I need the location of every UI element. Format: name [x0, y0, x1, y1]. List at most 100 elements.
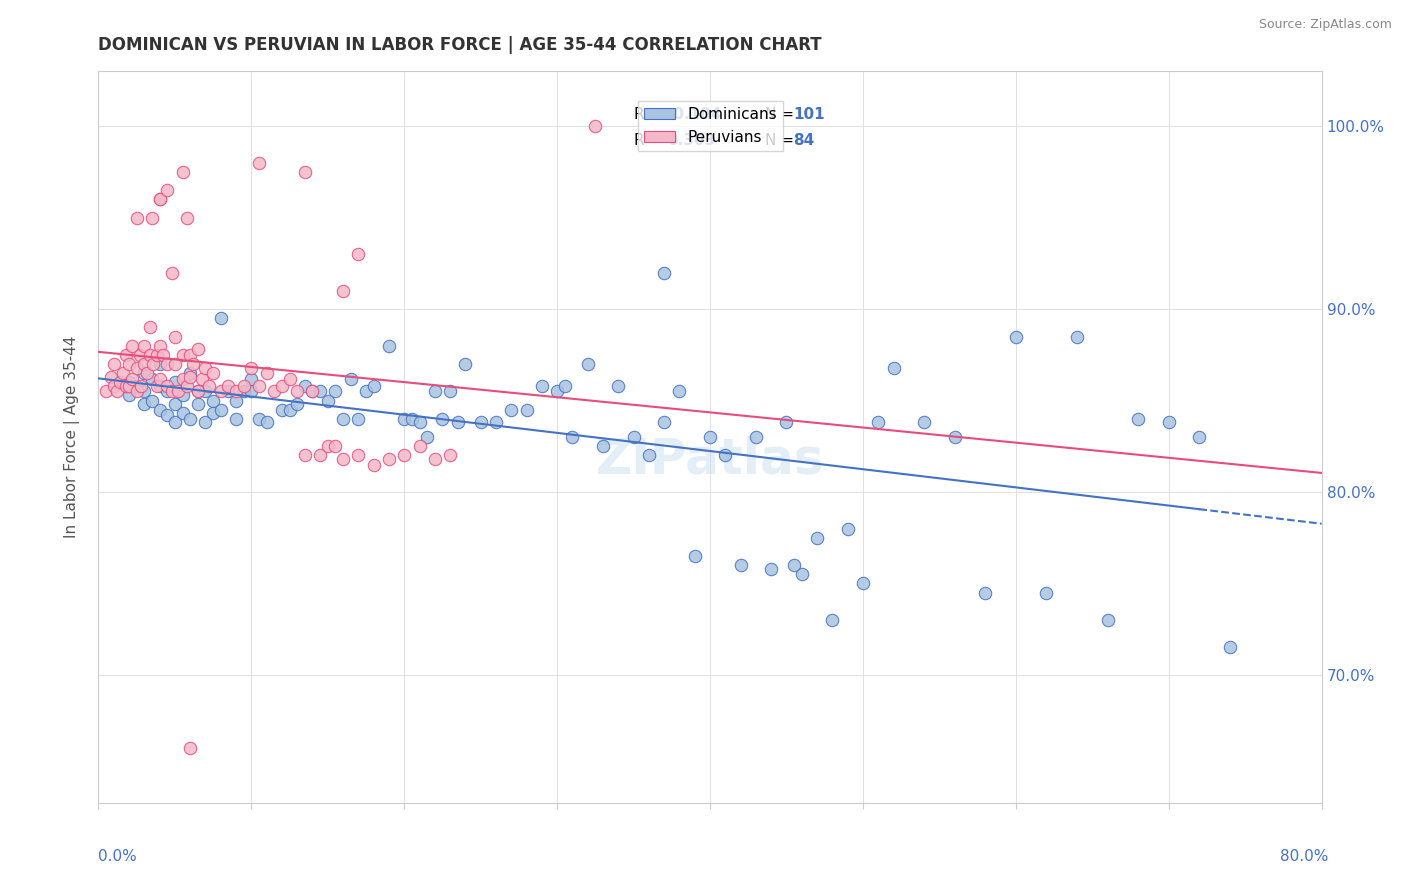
- Point: [240, 384, 263, 399]
- Text: N =: N =: [765, 107, 799, 122]
- Point: [637, 448, 661, 462]
- Point: [111, 366, 134, 380]
- Point: [652, 265, 675, 279]
- Point: [125, 379, 148, 393]
- Point: [163, 329, 186, 343]
- Point: [401, 411, 423, 425]
- Point: [546, 384, 568, 399]
- Point: [103, 357, 125, 371]
- Point: [943, 430, 966, 444]
- Point: [974, 585, 997, 599]
- Point: [197, 379, 219, 393]
- Point: [1066, 329, 1088, 343]
- Point: [554, 379, 576, 393]
- Point: [583, 119, 606, 133]
- Point: [1128, 411, 1150, 425]
- Point: [149, 192, 172, 206]
- Point: [118, 357, 141, 371]
- Point: [194, 384, 217, 399]
- Point: [187, 397, 209, 411]
- Point: [105, 384, 128, 399]
- Text: 84: 84: [793, 133, 814, 147]
- Point: [149, 357, 172, 371]
- Point: [759, 562, 782, 576]
- Point: [623, 430, 645, 444]
- Point: [103, 379, 125, 393]
- Point: [160, 265, 183, 279]
- Point: [134, 338, 156, 352]
- Point: [347, 448, 370, 462]
- Point: [270, 402, 292, 417]
- Point: [378, 338, 401, 352]
- Text: 80.0%: 80.0%: [1281, 849, 1329, 863]
- Point: [134, 357, 156, 371]
- Point: [240, 360, 263, 375]
- Point: [301, 384, 323, 399]
- Point: [294, 165, 316, 179]
- Point: [179, 369, 201, 384]
- Legend: Dominicans, Peruvians: Dominicans, Peruvians: [638, 101, 783, 151]
- Text: R =: R =: [634, 133, 668, 147]
- Point: [156, 408, 179, 422]
- Point: [145, 348, 167, 362]
- Point: [172, 165, 194, 179]
- Point: [339, 371, 361, 385]
- Point: [347, 247, 370, 261]
- Point: [790, 567, 813, 582]
- Point: [94, 384, 117, 399]
- Point: [179, 411, 201, 425]
- Point: [354, 384, 377, 399]
- Point: [187, 384, 209, 399]
- Point: [668, 384, 690, 399]
- Point: [247, 411, 270, 425]
- Point: [501, 402, 523, 417]
- Text: DOMINICAN VS PERUVIAN IN LABOR FORCE | AGE 35-44 CORRELATION CHART: DOMINICAN VS PERUVIAN IN LABOR FORCE | A…: [98, 36, 823, 54]
- Point: [209, 402, 232, 417]
- Y-axis label: In Labor Force | Age 35-44: In Labor Force | Age 35-44: [63, 336, 80, 538]
- Point: [136, 366, 159, 380]
- Point: [783, 558, 806, 573]
- Point: [167, 384, 190, 399]
- Point: [454, 357, 477, 371]
- Point: [730, 558, 752, 573]
- Text: Source: ZipAtlas.com: Source: ZipAtlas.com: [1258, 18, 1392, 31]
- Point: [294, 379, 316, 393]
- Text: ZIPatlas: ZIPatlas: [596, 435, 824, 483]
- Point: [1188, 430, 1211, 444]
- Point: [141, 371, 163, 385]
- Point: [217, 379, 239, 393]
- Point: [439, 384, 461, 399]
- Point: [156, 183, 179, 197]
- Point: [1157, 416, 1180, 430]
- Point: [121, 338, 143, 352]
- Point: [202, 366, 225, 380]
- Point: [408, 439, 430, 453]
- Point: [108, 375, 131, 389]
- Point: [439, 448, 461, 462]
- Point: [232, 384, 254, 399]
- Point: [325, 439, 347, 453]
- Point: [118, 375, 141, 389]
- Point: [232, 379, 254, 393]
- Point: [202, 393, 225, 408]
- Point: [149, 192, 172, 206]
- Point: [1097, 613, 1119, 627]
- Point: [278, 402, 301, 417]
- Point: [256, 366, 278, 380]
- Point: [247, 379, 270, 393]
- Point: [392, 448, 416, 462]
- Point: [683, 549, 706, 563]
- Point: [325, 384, 347, 399]
- Point: [149, 338, 172, 352]
- Point: [883, 360, 905, 375]
- Point: [837, 521, 859, 535]
- Point: [142, 357, 165, 371]
- Point: [332, 411, 354, 425]
- Point: [115, 348, 138, 362]
- Point: [163, 375, 186, 389]
- Point: [194, 360, 217, 375]
- Point: [408, 416, 430, 430]
- Point: [191, 371, 214, 385]
- Point: [392, 411, 416, 425]
- Point: [821, 613, 844, 627]
